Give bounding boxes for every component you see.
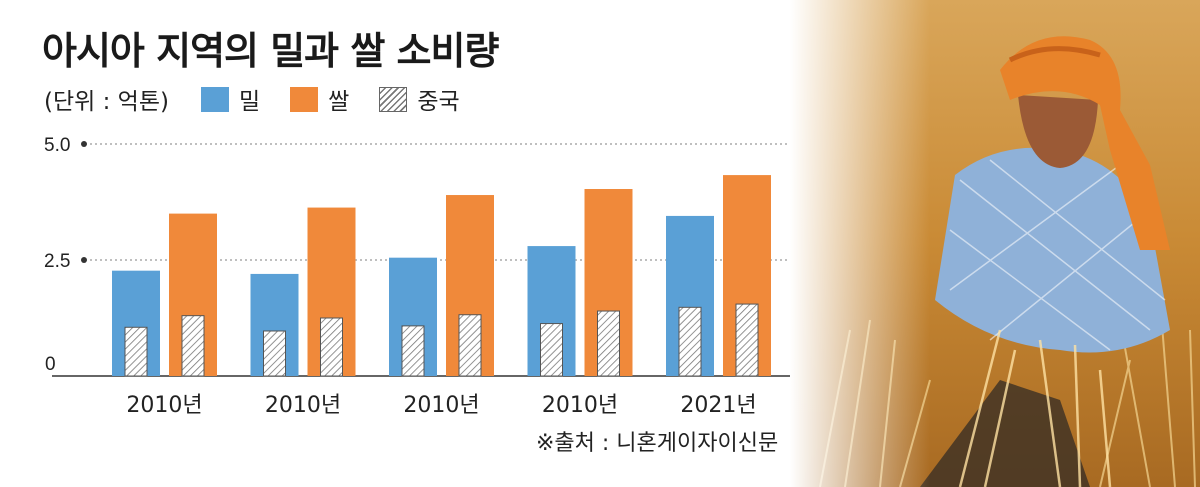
unit-label: (단위 : 억톤) xyxy=(44,89,169,115)
x-tick-label: 2010년 xyxy=(403,393,479,418)
legend-item-wheat: 밀 xyxy=(200,82,261,116)
x-tick-label: 2021년 xyxy=(680,393,756,418)
chart-title: 아시아 지역의 밀과 쌀 소비량 xyxy=(42,29,499,73)
bar-china-rice xyxy=(458,314,482,377)
y-tick-label: 5.0 xyxy=(44,135,70,156)
bar-china-wheat xyxy=(401,325,425,377)
x-tick-label: 2010년 xyxy=(265,393,341,418)
x-tick-label: 2010년 xyxy=(126,393,202,418)
bar-china-rice xyxy=(735,303,759,377)
legend: (단위 : 억톤) 밀 쌀 중국 xyxy=(44,82,490,116)
tick-dot xyxy=(81,141,87,147)
bar-china-wheat xyxy=(124,326,148,377)
bar-china-wheat xyxy=(540,323,563,377)
bar-china-wheat xyxy=(678,306,702,377)
legend-label-rice: 쌀 xyxy=(328,89,350,115)
tick-dot xyxy=(81,257,87,263)
legend-swatch-china xyxy=(379,86,408,112)
legend-swatch-wheat xyxy=(200,86,229,112)
legend-label-china: 중국 xyxy=(417,89,460,115)
legend-item-rice: 쌀 xyxy=(290,82,349,116)
bar-china-rice xyxy=(320,317,343,377)
bar-china-rice xyxy=(597,310,620,377)
source-note: ※출처 : 니혼게이자이신문 xyxy=(536,431,779,456)
y-tick-label: 2.5 xyxy=(44,251,70,272)
legend-swatch-rice xyxy=(290,86,319,112)
x-tick-label: 2010년 xyxy=(542,393,618,418)
bar-china-wheat xyxy=(263,330,286,377)
y-tick-label: 0 xyxy=(45,354,56,375)
bar-china-rice xyxy=(181,315,205,377)
legend-label-wheat: 밀 xyxy=(238,89,261,115)
legend-item-china: 중국 xyxy=(379,82,460,116)
